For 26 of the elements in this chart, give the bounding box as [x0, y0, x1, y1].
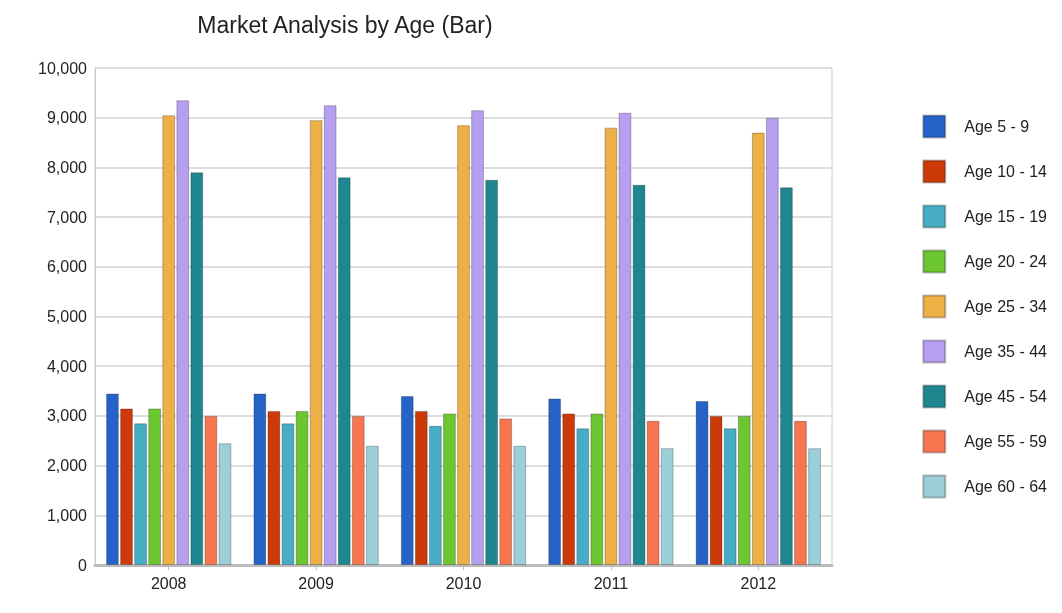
y-tick-label: 4,000 [46, 357, 88, 375]
x-tick-label: 2009 [298, 574, 334, 592]
chart-title: Market Analysis by Age (Bar) [197, 11, 493, 38]
legend-label: Age 20 - 24 [964, 253, 1048, 270]
y-tick-label: 6,000 [46, 258, 88, 276]
legend-label: Age 5 - 9 [964, 118, 1030, 135]
y-tick-label: 7,000 [46, 208, 88, 226]
x-tick-label: 2008 [150, 574, 187, 592]
legend-label: Age 45 - 54 [964, 388, 1048, 405]
y-tick-label: 0 [78, 556, 88, 574]
x-tick-label: 2010 [445, 574, 482, 592]
x-tick-label: 2012 [740, 574, 777, 592]
y-tick-label: 10,000 [38, 59, 88, 77]
y-tick-label: 9,000 [46, 109, 88, 127]
legend-label: Age 35 - 44 [964, 343, 1048, 360]
y-tick-label: 8,000 [46, 158, 88, 176]
legend-label: Age 15 - 19 [964, 208, 1048, 225]
y-tick-label: 1,000 [46, 506, 88, 524]
legend-label: Age 60 - 64 [964, 478, 1048, 495]
y-tick-label: 5,000 [46, 308, 88, 325]
legend-label: Age 10 - 14 [964, 163, 1048, 180]
x-tick-label: 2011 [593, 574, 629, 592]
y-tick-label: 3,000 [46, 407, 88, 425]
legend-label: Age 25 - 34 [964, 298, 1048, 315]
legend-label: Age 55 - 59 [964, 433, 1048, 450]
y-tick-label: 2,000 [46, 457, 88, 475]
